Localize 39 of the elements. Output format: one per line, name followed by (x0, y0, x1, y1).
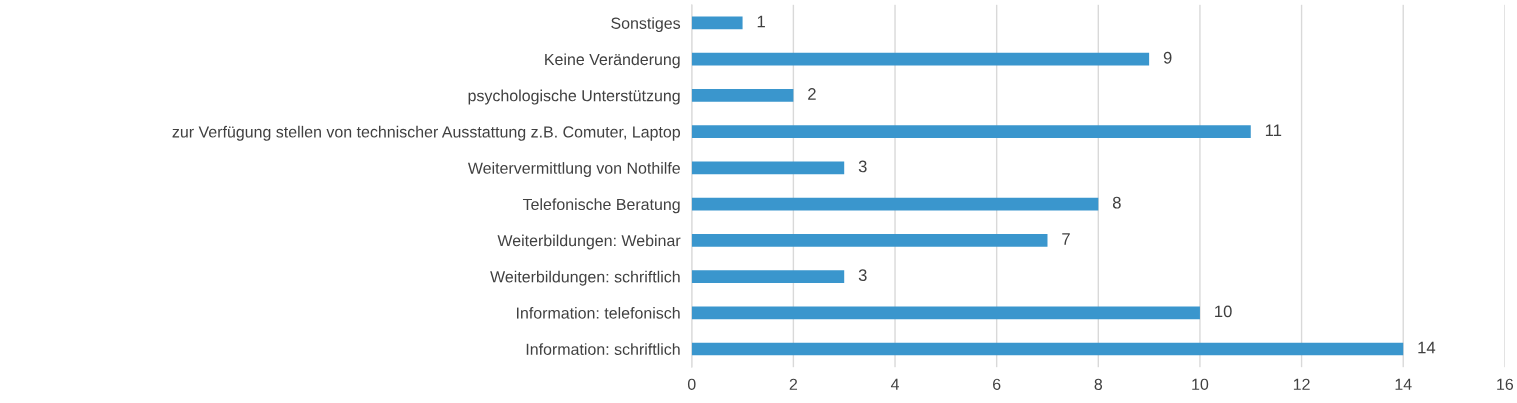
bar (691, 16, 743, 30)
x-tick-label: 2 (789, 378, 798, 390)
y-tick-label: Information: telefonisch (516, 307, 680, 319)
x-tick-label: 12 (1293, 378, 1310, 390)
data-label: 8 (1112, 196, 1121, 209)
y-tick-label: Weiterbildungen: schriftlich (490, 270, 680, 286)
bar (691, 197, 1099, 211)
y-tick-label: Telefonische Beratung (522, 198, 680, 214)
bar (691, 342, 1404, 356)
bar (691, 125, 1251, 138)
data-label: 2 (808, 88, 816, 100)
data-label: 1 (757, 15, 765, 28)
data-label: 3 (858, 160, 867, 173)
x-tick-label: 16 (1497, 378, 1514, 390)
x-tick-label: 14 (1395, 378, 1412, 390)
y-tick-label: Information: schriftlich (526, 343, 680, 355)
x-tick-label: 0 (687, 378, 696, 390)
y-tick-label: Sonstiges (611, 17, 681, 33)
x-tick-label: 10 (1192, 378, 1209, 390)
data-label: 11 (1265, 124, 1282, 136)
y-tick-label: Weiterbildungen: Webinar (497, 234, 681, 250)
x-tick-label: 4 (890, 378, 899, 390)
data-label: 9 (1163, 51, 1172, 64)
data-label: 3 (858, 269, 867, 282)
x-tick-label: 8 (1094, 378, 1103, 390)
y-tick-label: Keine Veränderung (545, 53, 680, 69)
data-label: 10 (1215, 305, 1232, 318)
x-tick-label: 6 (993, 378, 1001, 390)
y-tick-label: zur Verfügung stellen von technischer Ausstattung z.B. Comuter, Laptop (172, 125, 681, 141)
data-label: 14 (1418, 341, 1436, 354)
bar (691, 89, 794, 102)
y-tick-label: psychologische Unterstützung (468, 89, 680, 105)
bar (691, 270, 845, 283)
bar (691, 306, 1200, 320)
y-tick-label: Weitervermittlung von Nothilfe (467, 162, 680, 177)
data-label: 7 (1062, 233, 1070, 245)
bar (691, 52, 1150, 66)
bar (691, 233, 1048, 247)
bar (691, 161, 845, 175)
